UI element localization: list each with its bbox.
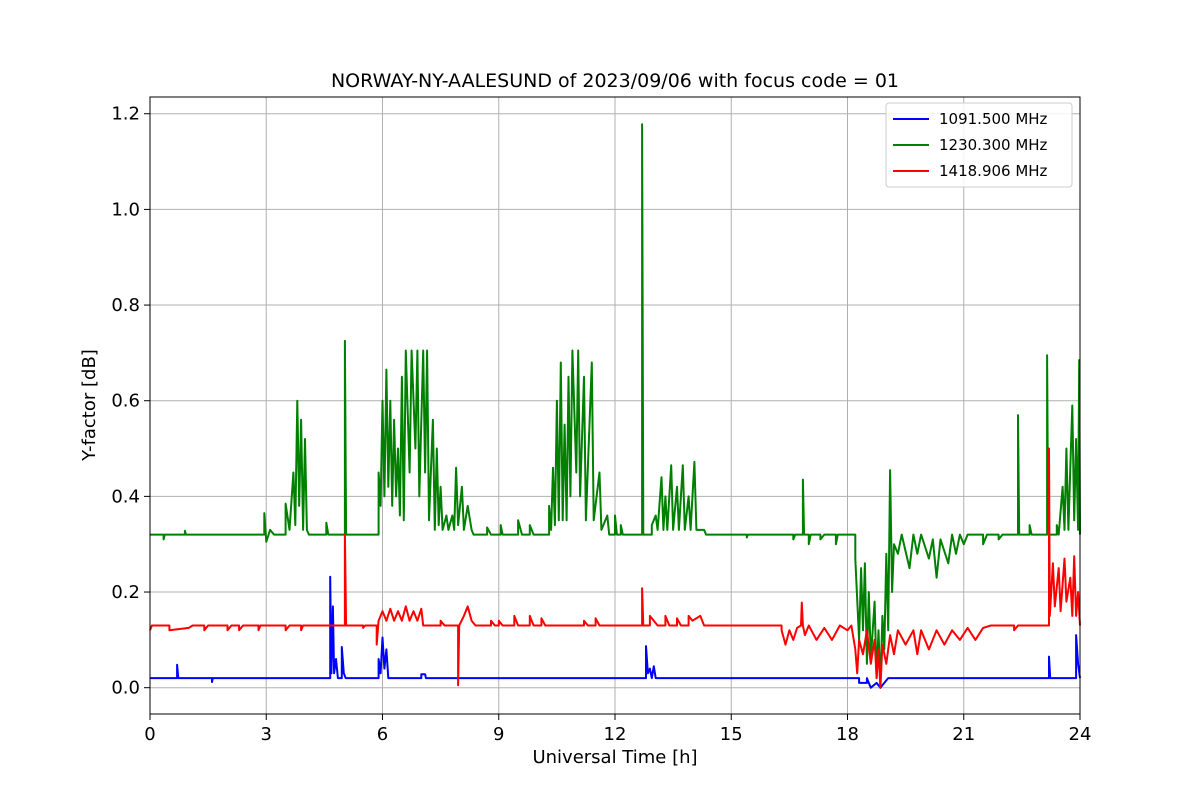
y-tick-label: 0.8 bbox=[111, 295, 140, 316]
legend: 1091.500 MHz 1230.300 MHz 1418.906 MHz bbox=[885, 102, 1073, 188]
x-tick-label: 6 bbox=[377, 724, 388, 745]
x-axis-ticks: 0 3 6 9 12 15 18 21 24 bbox=[144, 714, 1091, 745]
x-tick-label: 15 bbox=[720, 724, 743, 745]
x-tick-label: 9 bbox=[493, 724, 504, 745]
y-tick-label: 0.2 bbox=[111, 582, 140, 603]
y-tick-label: 0.0 bbox=[111, 678, 140, 699]
legend-label: 1091.500 MHz bbox=[939, 110, 1048, 128]
y-tick-label: 1.0 bbox=[111, 199, 140, 220]
x-tick-label: 24 bbox=[1069, 724, 1092, 745]
x-tick-label: 3 bbox=[261, 724, 272, 745]
y-axis-label: Y-factor [dB] bbox=[79, 349, 100, 462]
x-tick-label: 18 bbox=[836, 724, 859, 745]
legend-label: 1230.300 MHz bbox=[939, 136, 1048, 154]
series-line-3 bbox=[149, 447, 1081, 689]
chart-title: NORWAY-NY-AALESUND of 2023/09/06 with fo… bbox=[331, 70, 899, 92]
y-tick-label: 1.2 bbox=[111, 104, 140, 125]
plot-series bbox=[149, 123, 1081, 689]
x-tick-label: 21 bbox=[952, 724, 975, 745]
y-axis-ticks: 0.0 0.2 0.4 0.6 0.8 1.0 1.2 bbox=[111, 104, 150, 699]
legend-box bbox=[885, 102, 1073, 188]
y-tick-label: 0.6 bbox=[111, 391, 140, 412]
x-tick-label: 12 bbox=[604, 724, 627, 745]
x-axis-label: Universal Time [h] bbox=[532, 747, 697, 768]
y-tick-label: 0.4 bbox=[111, 486, 140, 507]
legend-label: 1418.906 MHz bbox=[939, 162, 1048, 180]
x-tick-label: 0 bbox=[144, 724, 155, 745]
series-line-2 bbox=[150, 123, 1081, 689]
